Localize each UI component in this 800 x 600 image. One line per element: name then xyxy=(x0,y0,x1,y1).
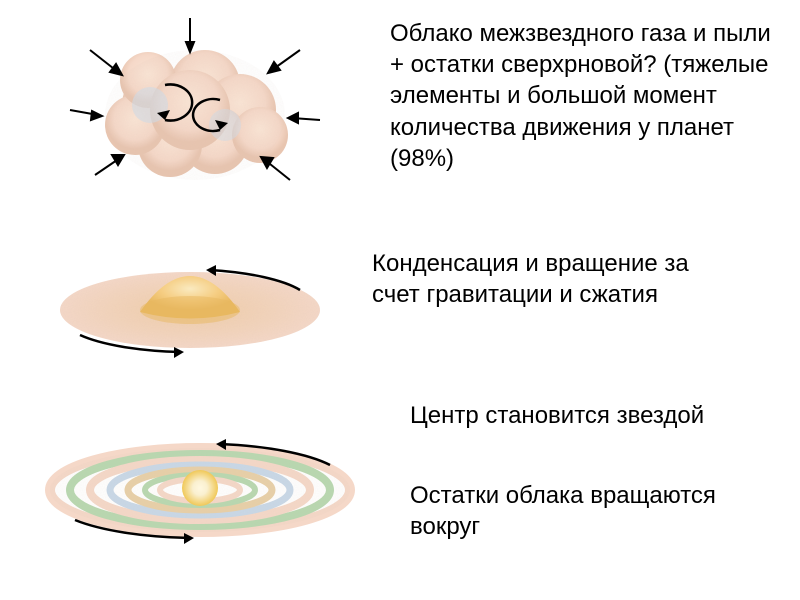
condensation-text: Конденсация и вращение за счет гравитаци… xyxy=(372,248,792,310)
cloud-text: Облако межзвездного газа и пыли + остатк… xyxy=(390,18,790,174)
stage-cloud xyxy=(40,10,340,210)
star-disk-illustration xyxy=(30,410,370,570)
condensation-illustration xyxy=(30,230,350,380)
cloud-body xyxy=(105,50,288,180)
cloud-illustration xyxy=(40,10,340,210)
central-star xyxy=(182,470,218,506)
stage-condensation xyxy=(30,230,350,380)
star-text-2: Остатки облака вращаются вокруг xyxy=(410,480,770,542)
stage-star xyxy=(30,410,370,570)
star-text-1: Центр становится звездой xyxy=(410,400,770,431)
